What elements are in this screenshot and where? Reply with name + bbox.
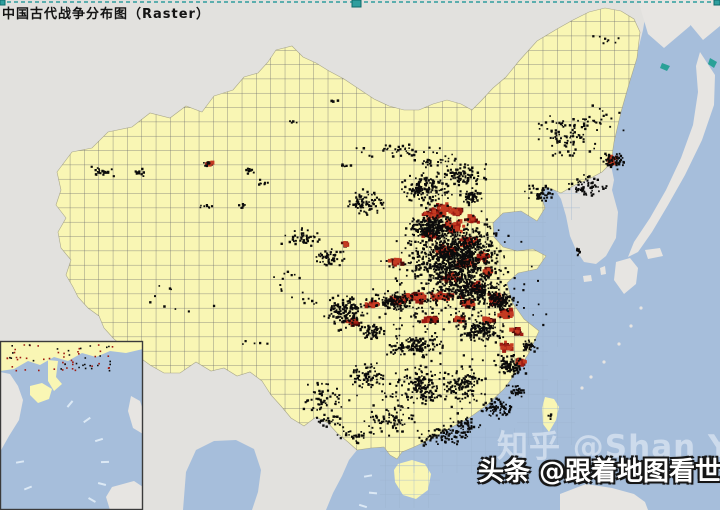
selection-handle (713, 0, 720, 6)
island-luzon (560, 484, 648, 510)
watermark-toutiao: 头条 @跟着地图看世界 (478, 457, 720, 487)
inset-south-china-sea (0, 340, 144, 510)
nine-dash-line (358, 474, 378, 509)
sea-pacific (326, 0, 720, 510)
inset-philippines (128, 396, 143, 434)
teal-islet (660, 63, 670, 71)
island-tsushima (600, 266, 606, 275)
selection-marks[interactable] (0, 0, 720, 8)
island-jeju (583, 275, 592, 282)
island-shikoku (645, 248, 663, 259)
island-hokkaido (688, 0, 720, 40)
selection-handle (0, 0, 6, 6)
watermark-zhihu: 知乎 @Shan Ye (497, 429, 720, 465)
inset-vietnam (0, 372, 23, 452)
war-density-red-clusters (205, 154, 619, 367)
teal-islet (708, 58, 717, 68)
island-kyushu (614, 258, 638, 294)
inset-south-china-coast (0, 341, 143, 371)
island-amur (638, 0, 702, 48)
inset-hainan (30, 383, 52, 403)
foreign-landmasses (560, 0, 720, 510)
sea-bay-of-bengal (183, 440, 261, 510)
map-title: 中国古代战争分布图（Raster） (2, 7, 210, 22)
grid-over-sea (380, 165, 580, 508)
island-honshu (628, 52, 715, 257)
selection-handle (351, 0, 362, 8)
inset-philippines (106, 481, 143, 510)
